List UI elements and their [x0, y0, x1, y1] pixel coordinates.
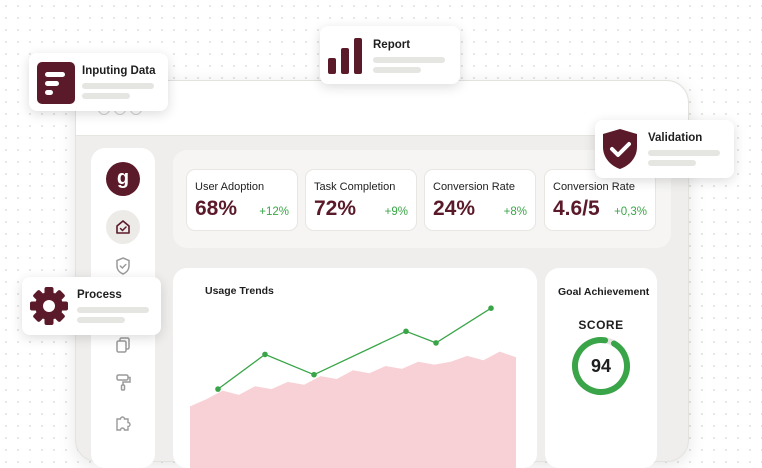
- card-title: Process: [77, 289, 122, 301]
- sidebar-item-copy[interactable]: [111, 333, 135, 357]
- stat-card-task-completion: Task Completion 72% +9%: [305, 169, 417, 231]
- card-title: Inputing Data: [82, 65, 156, 77]
- stat-value: 4.6/5: [553, 197, 600, 220]
- copy-icon: [116, 337, 130, 353]
- sidebar-item-validation[interactable]: [111, 254, 135, 278]
- placeholder-line: [82, 83, 154, 89]
- stat-card-conversion-rate: Conversion Rate 24% +8%: [424, 169, 536, 231]
- usage-area: [190, 351, 516, 468]
- process-card: Process: [22, 277, 161, 335]
- stat-value: 72%: [314, 197, 357, 220]
- goal-title: Goal Achievement: [558, 286, 650, 298]
- usage-point: [262, 351, 268, 358]
- usage-trends-panel: Usage Trends: [173, 268, 537, 468]
- stat-delta: +8%: [503, 206, 527, 218]
- score-value: 94: [590, 356, 612, 376]
- document-lines-icon: [37, 62, 75, 104]
- card-title: Report: [373, 39, 411, 51]
- sidebar-item-home[interactable]: [106, 210, 140, 244]
- report-card: Report: [320, 26, 460, 84]
- stat-card-rating: Conversion Rate 4.6/5 +0,3%: [544, 169, 656, 231]
- stat-label: Conversion Rate: [433, 181, 515, 193]
- validation-card: Validation: [595, 120, 734, 178]
- placeholder-line: [373, 57, 445, 63]
- stat-delta: +0,3%: [614, 206, 647, 218]
- puzzle-icon: [116, 416, 131, 431]
- placeholder-line: [77, 307, 149, 313]
- stat-card-user-adoption: User Adoption 68% +12%: [186, 169, 298, 231]
- usage-point: [488, 305, 494, 311]
- bar-chart-icon: [328, 38, 362, 74]
- goal-achievement-panel: Goal Achievement SCORE 94: [545, 268, 657, 468]
- placeholder-line: [82, 93, 130, 99]
- stat-label: Task Completion: [314, 181, 396, 193]
- usage-trends-chart: [190, 305, 516, 468]
- shield-check-icon: [116, 257, 130, 275]
- placeholder-line: [648, 150, 720, 156]
- card-title: Validation: [648, 132, 703, 144]
- inputing-data-card: Inputing Data: [29, 53, 168, 111]
- placeholder-line: [77, 317, 125, 323]
- placeholder-line: [648, 160, 696, 166]
- stat-value: 68%: [195, 197, 238, 220]
- stat-label: User Adoption: [195, 181, 265, 193]
- usage-trends-title: Usage Trends: [205, 285, 274, 297]
- sidebar-item-paint[interactable]: [111, 370, 135, 394]
- home-icon: [116, 220, 130, 234]
- stat-delta: +12%: [259, 206, 289, 218]
- usage-point: [311, 371, 317, 378]
- gear-icon: [30, 287, 68, 325]
- shield-check-icon: [603, 129, 637, 169]
- paint-roller-icon: [116, 374, 131, 391]
- app-logo: g: [106, 162, 140, 196]
- usage-line: [217, 307, 492, 390]
- stat-delta: +9%: [384, 206, 408, 218]
- placeholder-line: [373, 67, 421, 73]
- sidebar-item-extensions[interactable]: [111, 410, 135, 434]
- stat-label: Conversion Rate: [553, 181, 635, 193]
- usage-point: [215, 386, 221, 392]
- score-gauge: [572, 337, 630, 395]
- gauge-progress: [572, 337, 630, 395]
- usage-point: [433, 340, 439, 346]
- score-label: SCORE: [578, 318, 624, 332]
- usage-point: [403, 328, 409, 335]
- dashboard-window: g: [75, 80, 689, 468]
- stat-value: 24%: [433, 197, 476, 220]
